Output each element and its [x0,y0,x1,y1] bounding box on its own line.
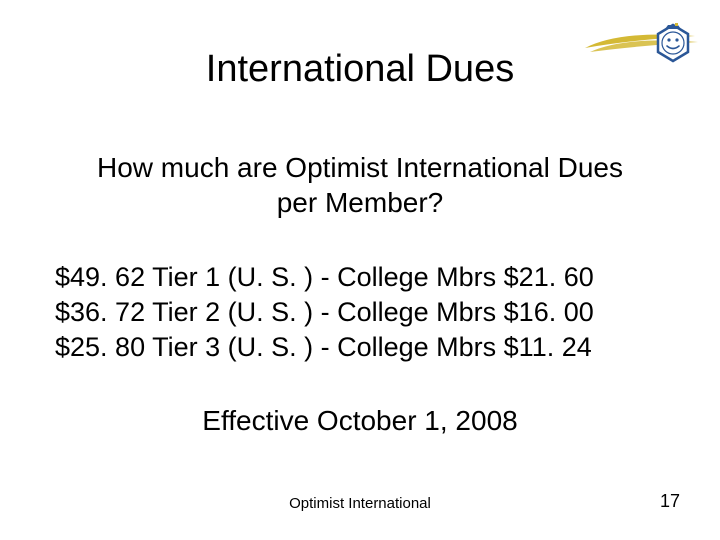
dues-list: $49. 62 Tier 1 (U. S. ) - College Mbrs $… [55,260,594,365]
page-number: 17 [660,491,680,512]
effective-date: Effective October 1, 2008 [0,405,720,437]
dues-row: $36. 72 Tier 2 (U. S. ) - College Mbrs $… [55,295,594,330]
dues-row: $49. 62 Tier 1 (U. S. ) - College Mbrs $… [55,260,594,295]
subtitle-line-2: per Member? [277,187,444,218]
footer-org-name: Optimist International [0,495,720,512]
slide-title: International Dues [0,48,720,91]
slide-subtitle: How much are Optimist International Dues… [0,150,720,220]
subtitle-line-1: How much are Optimist International Dues [97,152,623,183]
dues-row: $25. 80 Tier 3 (U. S. ) - College Mbrs $… [55,330,594,365]
